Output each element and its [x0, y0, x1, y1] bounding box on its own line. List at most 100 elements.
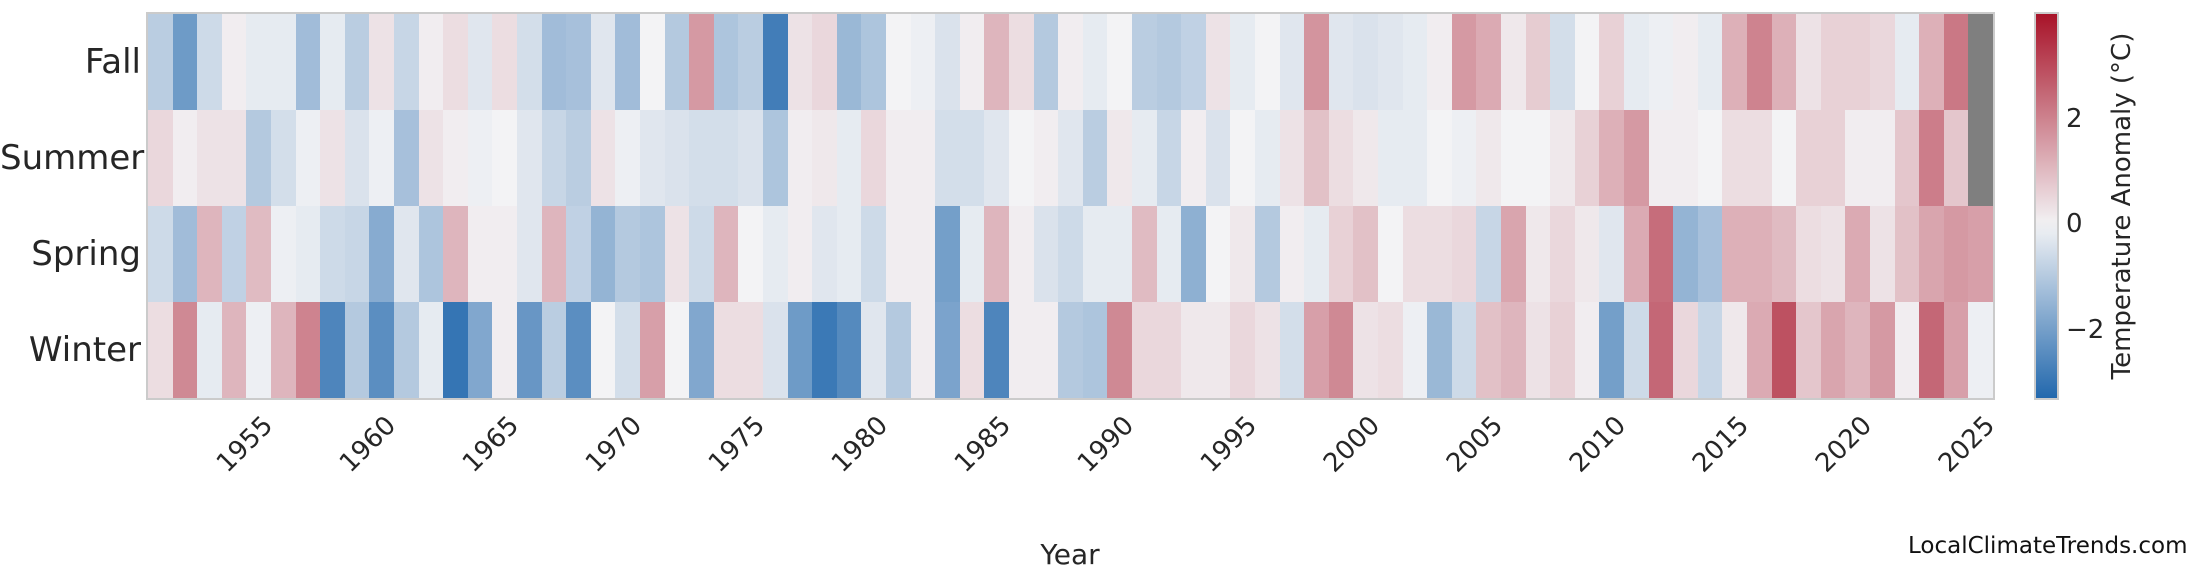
heatmap-cell — [1771, 206, 1797, 302]
heatmap-cell — [910, 14, 936, 110]
heatmap-cell — [910, 110, 936, 206]
heatmap-cell — [1968, 14, 1993, 110]
heatmap-cell — [1796, 14, 1821, 110]
heatmap-cell — [1451, 206, 1477, 302]
heatmap-cell — [418, 14, 444, 110]
heatmap-cell — [640, 110, 665, 206]
heatmap-cell — [861, 14, 886, 110]
heatmap-cell — [1501, 302, 1526, 398]
heatmap-cell — [1476, 206, 1501, 302]
heatmap-cell — [1353, 302, 1378, 398]
heatmap-cell — [1107, 206, 1132, 302]
heatmap-cell — [1722, 110, 1747, 206]
heatmap-cell — [689, 14, 714, 110]
heatmap-cell — [566, 110, 591, 206]
heatmap-cell — [443, 206, 468, 302]
heatmap-cell — [1058, 302, 1083, 398]
heatmap-cell — [959, 206, 985, 302]
heatmap-cell — [1722, 206, 1747, 302]
heatmap-cell — [1304, 110, 1329, 206]
heatmap-cell — [812, 110, 837, 206]
heatmap-cell — [1378, 206, 1403, 302]
heatmap-cell — [1402, 110, 1428, 206]
heatmap-cell — [886, 110, 911, 206]
heatmap-cell — [1943, 110, 1969, 206]
heatmap-cell — [1205, 302, 1231, 398]
x-tick-label: 1990 — [1071, 410, 1140, 479]
heatmap-cell — [271, 14, 296, 110]
heatmap-cell — [221, 302, 247, 398]
heatmap-cell — [1919, 110, 1944, 206]
heatmap-cell — [1328, 302, 1354, 398]
heatmap-cell — [1132, 14, 1157, 110]
heatmap-cell — [1156, 206, 1182, 302]
heatmap-cell — [1574, 14, 1600, 110]
heatmap-cell — [1697, 14, 1723, 110]
heatmap-cell — [836, 110, 862, 206]
heatmap-cell — [418, 110, 444, 206]
heatmap-cell — [689, 302, 714, 398]
heatmap-cell — [1845, 14, 1870, 110]
heatmap-cell — [197, 110, 222, 206]
heatmap-cell — [1870, 110, 1895, 206]
heatmap-cell — [541, 206, 567, 302]
heatmap-cell — [443, 14, 468, 110]
x-tick-label: 2000 — [1317, 410, 1386, 479]
heatmap-cell — [172, 14, 198, 110]
heatmap-cell — [1427, 14, 1452, 110]
heatmap-cell — [640, 302, 665, 398]
heatmap-cell — [344, 302, 370, 398]
heatmap-cell — [1820, 14, 1846, 110]
heatmap-cell — [1353, 110, 1378, 206]
heatmap-cell — [492, 14, 517, 110]
heatmap-cell — [1082, 302, 1108, 398]
heatmap-cell — [541, 110, 567, 206]
colorbar-tick-0: 0 — [2066, 209, 2083, 240]
heatmap-cell — [1673, 110, 1698, 206]
heatmap-cell — [221, 206, 247, 302]
heatmap-cell — [394, 14, 419, 110]
x-tick-label: 2010 — [1563, 410, 1632, 479]
watermark: LocalClimateTrends.com — [1908, 533, 2188, 559]
heatmap-cell — [1058, 206, 1083, 302]
heatmap-cell — [664, 14, 690, 110]
heatmap-cell — [1181, 302, 1206, 398]
heatmap-cell — [1402, 14, 1428, 110]
heatmap-cell — [1427, 302, 1452, 398]
heatmap-cell — [344, 206, 370, 302]
heatmap-cell — [984, 14, 1009, 110]
heatmap-cell — [295, 14, 321, 110]
heatmap-cell — [1009, 110, 1034, 206]
heatmap-cell — [615, 110, 640, 206]
heatmap-cell — [566, 206, 591, 302]
colorbar-tick-2: 2 — [2066, 104, 2083, 135]
heatmap-cell — [1255, 302, 1280, 398]
heatmap-cell — [566, 14, 591, 110]
heatmap-cell — [812, 14, 837, 110]
heatmap-cell — [1673, 14, 1698, 110]
heatmap-cell — [1205, 14, 1231, 110]
heatmap-cell — [1648, 14, 1674, 110]
heatmap-cell — [517, 14, 542, 110]
heatmap-cell — [1722, 302, 1747, 398]
heatmap-cell — [1058, 14, 1083, 110]
heatmap-cell — [1501, 14, 1526, 110]
heatmap-cell — [910, 206, 936, 302]
heatmap-cell — [1919, 302, 1944, 398]
heatmap-cell — [1919, 14, 1944, 110]
heatmap-cell — [369, 206, 394, 302]
heatmap-cell — [1353, 206, 1378, 302]
x-tick-label: 2015 — [1686, 410, 1755, 479]
x-tick-label: 1985 — [948, 410, 1017, 479]
heatmap-cell — [1132, 206, 1157, 302]
heatmap-cell — [443, 302, 468, 398]
heatmap-cell — [590, 302, 616, 398]
heatmap-cell — [713, 206, 739, 302]
heatmap-cell — [1845, 110, 1870, 206]
heatmap-cell — [886, 206, 911, 302]
heatmap-cell — [590, 110, 616, 206]
heatmap-cell — [1009, 14, 1034, 110]
heatmap-cell — [246, 206, 271, 302]
heatmap-cell — [1525, 110, 1551, 206]
heatmap-cell — [1820, 110, 1846, 206]
